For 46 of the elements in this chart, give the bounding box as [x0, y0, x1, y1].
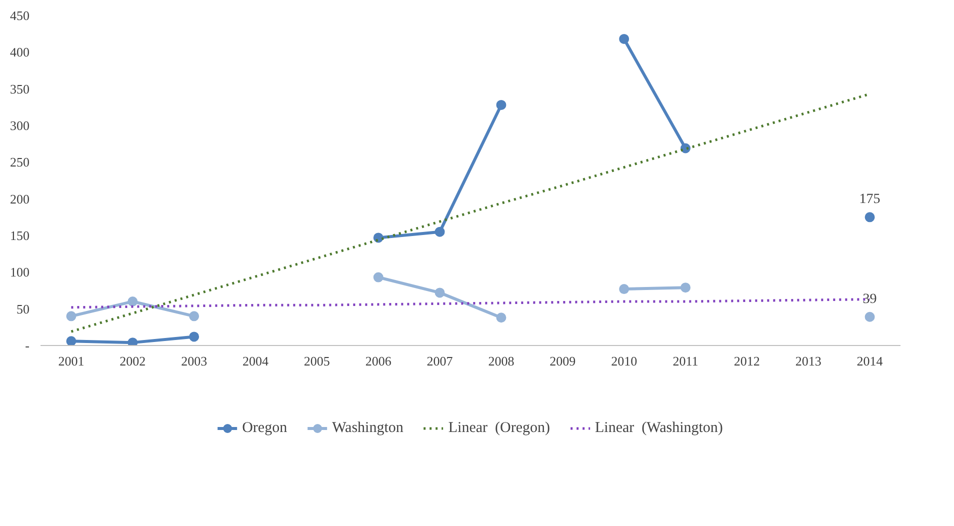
point — [128, 338, 138, 346]
legend-label: Oregon — [242, 420, 288, 436]
x-tick-label: 2009 — [550, 354, 576, 368]
y-tick-label: 350 — [10, 81, 30, 96]
x-tick-label: 2002 — [120, 354, 146, 368]
point — [864, 312, 875, 322]
x-tick-label: 2005 — [304, 354, 330, 368]
legend-label: Washington — [332, 420, 404, 436]
x-tick-label: 2011 — [672, 354, 698, 368]
y-tick-label: 150 — [10, 228, 30, 243]
point — [434, 226, 445, 237]
y-tick-label: 400 — [10, 44, 30, 60]
point — [864, 212, 875, 222]
y-tick-label: 50 — [16, 301, 30, 316]
annotation: 39 — [862, 292, 877, 307]
point — [496, 312, 506, 323]
legend-label: Linear (Oregon) — [448, 420, 550, 436]
x-tick-label: 2007 — [426, 354, 454, 368]
x-tick-label: 2014 — [856, 354, 884, 368]
x-tick-label: 2012 — [734, 354, 760, 368]
y-tick-label: 300 — [10, 118, 30, 133]
point — [680, 282, 690, 293]
y-tick-label: 250 — [10, 154, 30, 170]
x-tick-label: 2013 — [795, 354, 822, 368]
point — [619, 284, 630, 294]
y-tick-label: 100 — [10, 264, 30, 280]
point — [66, 311, 76, 322]
legend-label: Linear (Washington) — [595, 420, 723, 436]
point — [189, 311, 200, 322]
point — [434, 288, 445, 298]
x-tick-label: 2003 — [181, 354, 208, 368]
point — [128, 296, 138, 306]
x-tick-label: 2010 — [611, 354, 638, 368]
annotation: 175 — [859, 192, 880, 208]
point — [619, 34, 630, 44]
y-tick-label: 450 — [10, 8, 30, 23]
point — [373, 272, 384, 282]
y-tick-label: 200 — [10, 191, 30, 206]
x-tick-label: 2004 — [242, 354, 269, 368]
x-tick-label: 2006 — [365, 354, 392, 368]
x-tick-label: 2008 — [488, 354, 514, 368]
point — [496, 100, 506, 110]
point — [189, 332, 200, 342]
y-tick-label: - — [25, 338, 30, 353]
point — [66, 336, 76, 346]
x-tick-label: 2001 — [58, 354, 84, 368]
